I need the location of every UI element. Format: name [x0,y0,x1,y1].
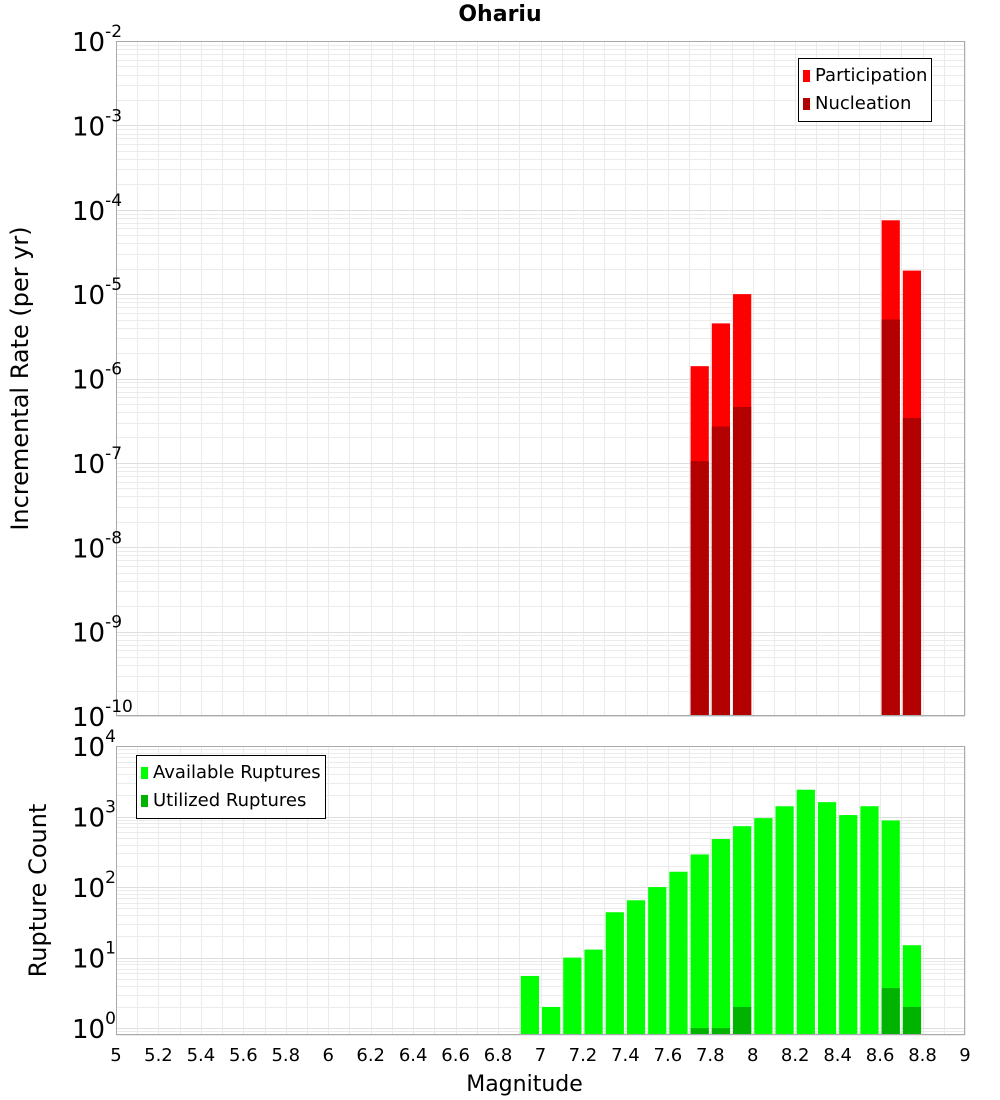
y-tick-label: 101 [72,939,116,975]
bar [902,418,922,716]
x-tick-label: 5.8 [271,1045,300,1066]
x-tick-label: 6 [323,1045,334,1066]
x-tick-label: 8.4 [823,1045,852,1066]
x-tick-label: 8 [747,1045,758,1066]
x-tick-label: 8.2 [781,1045,810,1066]
legend-item-participation: Participation [803,62,927,90]
x-tick-label: 9 [959,1045,970,1066]
y-tick-label: 103 [72,798,116,834]
bar [669,871,688,1035]
bar [839,815,858,1035]
x-tick-label: 7.4 [611,1045,640,1066]
y-tick-label: 10-2 [72,22,122,58]
legend-swatch-available [141,767,148,779]
legend-item-nucleation: Nucleation [803,90,927,118]
bar [775,806,794,1035]
y-tick-label: 104 [72,727,116,763]
bar [648,887,667,1035]
legend-swatch-utilized [141,795,148,807]
bar [711,1028,731,1035]
x-tick-label: 5.4 [187,1045,216,1066]
x-tick-label: 6.6 [441,1045,470,1066]
y-axis-label-count: Rupture Count [24,804,52,978]
x-axis-label: Magnitude [466,1072,583,1097]
x-tick-label: 5.2 [144,1045,173,1066]
bar [817,802,837,1035]
bar [881,319,900,716]
series-rate-1 [690,319,922,716]
bar [563,957,582,1035]
bar [584,949,603,1035]
bar [733,1006,752,1035]
x-tick-label: 6.8 [484,1045,513,1066]
x-tick-label: 5.6 [229,1045,258,1066]
y-tick-label: 102 [72,868,116,904]
legend-label-utilized: Utilized Ruptures [153,790,307,811]
y-tick-label: 10-8 [72,528,122,564]
y-tick-label: 10-3 [72,106,122,142]
y-tick-label: 10-6 [72,360,122,396]
bar [605,912,624,1035]
bar [733,406,752,716]
series-count-0 [520,789,922,1035]
y-tick-label: 10-9 [72,613,122,649]
series-count-1 [690,988,922,1035]
bar [881,988,900,1035]
y-tick-label: 10-4 [72,191,122,227]
legend-swatch-participation [803,70,810,82]
bar [733,826,752,1035]
chart-title: Ohariu [458,2,542,27]
bar [542,1006,561,1035]
bar [796,789,815,1035]
bar [690,1028,709,1035]
y-tick-label: 100 [72,1009,116,1045]
x-tick-label: 8.8 [908,1045,937,1066]
x-tick-label: 7 [535,1045,546,1066]
x-tick-label: 6.4 [399,1045,428,1066]
y-tick-label: 10-10 [72,697,133,733]
x-tick-label: 7.6 [654,1045,683,1066]
bar [860,806,879,1035]
legend-item-available: Available Ruptures [141,759,321,787]
legend-label-nucleation: Nucleation [815,93,912,114]
grid-rate [116,41,966,717]
y-axis-label-rate: Incremental Rate (per yr) [6,226,34,530]
legend-top: Participation Nucleation [798,58,933,122]
x-tick-label: 5 [110,1045,121,1066]
bar [711,426,731,716]
legend-label-available: Available Ruptures [153,762,321,783]
bar [754,818,773,1035]
legend-label-participation: Participation [815,65,928,86]
x-tick-label: 8.6 [866,1045,895,1066]
plot-area-rate [116,41,965,716]
legend-swatch-nucleation [803,98,810,110]
bar [881,820,900,1035]
bar [902,1006,922,1035]
y-tick-label: 10-7 [72,444,122,480]
legend-item-utilized: Utilized Ruptures [141,787,321,815]
legend-bottom: Available Ruptures Utilized Ruptures [136,755,326,819]
bar [520,975,539,1035]
bar [711,839,731,1035]
x-tick-label: 6.2 [356,1045,385,1066]
bar [690,854,709,1035]
x-tick-label: 7.2 [569,1045,598,1066]
bar [626,900,646,1035]
plot-frame-count [116,746,965,1035]
plot-frame-rate [116,41,965,716]
y-tick-label: 10-5 [72,275,122,311]
x-tick-label: 7.8 [696,1045,725,1066]
bar [690,461,709,716]
